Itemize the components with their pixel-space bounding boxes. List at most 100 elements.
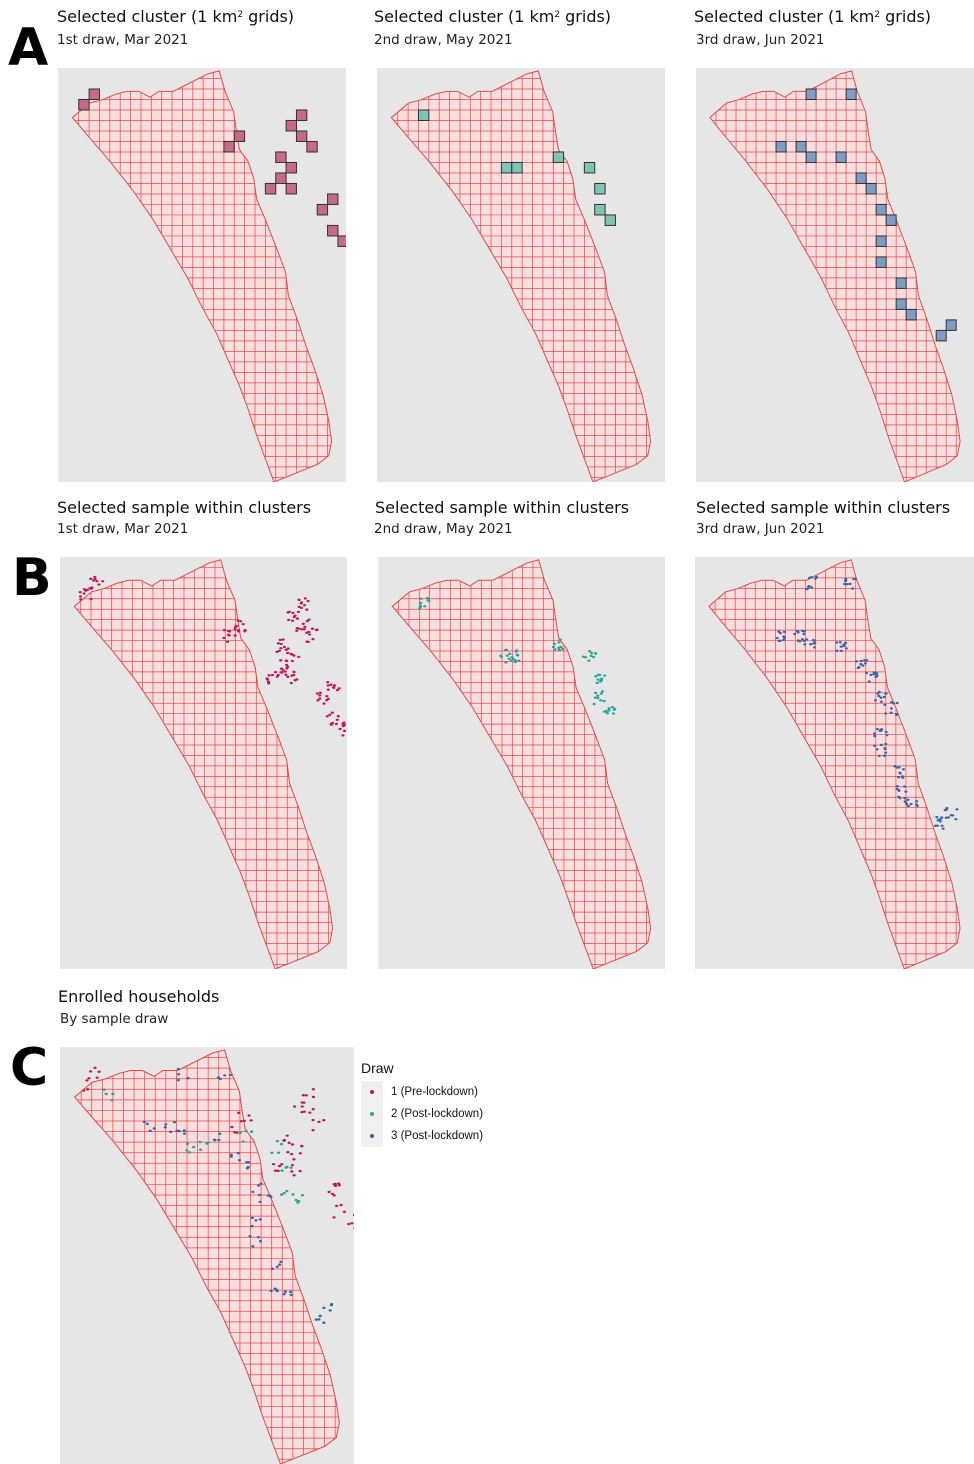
household-point [281,638,285,641]
cluster-cell [285,161,297,174]
household-point [110,1099,114,1102]
household-point [778,639,782,643]
household-point [332,1216,336,1219]
cluster-map-draw-2 [377,68,665,482]
household-point [285,659,289,663]
household-point [892,702,896,705]
household-point [855,660,859,663]
household-point [284,648,288,651]
household-point [515,653,519,656]
household-point [895,701,899,705]
household-point [884,712,888,715]
cluster-cell [875,256,887,268]
cluster-cell [295,109,308,121]
map-svg [73,1049,354,1464]
household-point [877,694,881,698]
region-shape [74,1049,340,1464]
household-point [879,700,883,703]
household-point [300,1194,305,1197]
household-point [289,1293,293,1297]
household-point [809,586,814,589]
cluster-cell [316,203,329,216]
household-point [269,1195,273,1199]
household-point [851,587,855,590]
household-point [299,628,304,631]
household-point [884,751,888,754]
household-point [273,670,278,674]
cluster-cell [945,319,957,331]
household-point [97,583,101,586]
household-point [244,1129,248,1133]
household-point [514,650,518,653]
household-point [873,734,877,738]
household-point [914,803,918,806]
household-point [777,630,781,633]
household-point [239,620,243,623]
cluster-cell [275,151,287,163]
household-point [290,619,295,622]
household-point [835,641,839,644]
household-point [297,605,301,609]
household-point [296,1201,300,1204]
household-point [279,659,283,662]
household-point [951,814,955,817]
household-point [317,1318,321,1321]
household-point [251,1245,255,1248]
household-point [610,706,614,709]
household-point [279,1142,284,1146]
household-point [292,1174,296,1177]
cluster-cell [875,235,887,247]
household-point [596,694,600,697]
household-point [267,674,271,677]
household-point [152,1127,156,1130]
household-point [353,1226,354,1229]
household-point [104,1092,108,1096]
household-point [292,670,296,674]
household-point [326,680,330,684]
household-point [905,802,909,806]
household-point [800,638,804,641]
household-point [322,1118,326,1122]
household-point [807,584,811,588]
household-point [245,1167,250,1170]
household-point [257,1193,262,1197]
household-point [281,669,285,672]
household-point [305,608,309,611]
household-point [599,699,603,702]
household-point [553,648,557,651]
cluster-cell [845,88,857,100]
household-point [292,654,296,657]
household-point [302,627,306,631]
cluster-cell [295,130,308,142]
household-point [97,1070,101,1073]
household-point [89,598,93,601]
household-point [884,692,888,695]
household-point [510,656,514,659]
cluster-cell [895,298,907,310]
legend-title: Draw [361,1060,394,1076]
household-point [229,1155,233,1158]
household-point [883,747,887,751]
region-shape [708,559,961,969]
household-point [90,586,94,589]
household-point [551,645,556,649]
region-shape [74,559,333,969]
household-point [872,671,876,674]
household-point [291,1193,295,1196]
household-point [276,642,280,645]
household-point [333,1184,338,1187]
row-b-subtitle-3: 3rd draw, Jun 2021 [696,521,825,537]
household-point [879,729,883,732]
cluster-cell [285,119,297,132]
legend-key-draw-3 [361,1125,383,1147]
household-point [276,1169,280,1173]
cluster-cell [604,214,616,226]
household-point [517,659,521,662]
household-point [213,1138,217,1142]
household-point [587,659,591,662]
household-point [279,642,283,646]
household-point [271,1163,276,1166]
region-shape [72,70,332,482]
row-a-title-1: Selected cluster (1 km2 grids) [57,7,295,26]
household-point [611,712,616,715]
